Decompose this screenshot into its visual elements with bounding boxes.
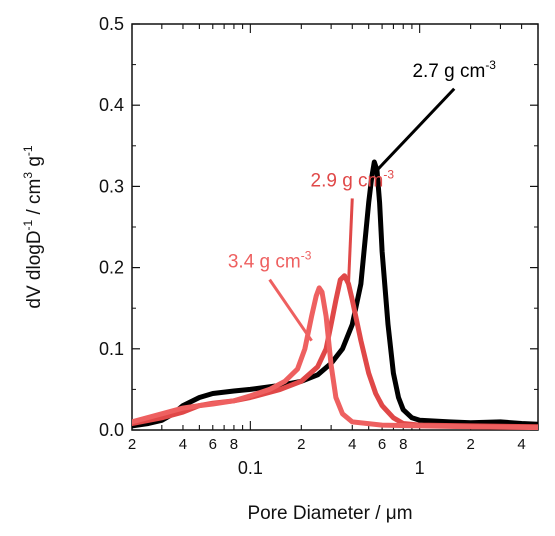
x-minor-tick-label: 8 [399, 436, 407, 453]
plot-frame [131, 23, 539, 431]
x-major-tick-label: 1 [415, 458, 425, 478]
y-tick-label: 0.0 [99, 420, 124, 440]
annotation-leader-2 [268, 278, 313, 342]
x-major-tick-label: 0.1 [238, 458, 263, 478]
series-line-0 [132, 159, 538, 429]
x-minor-tick-label: 2 [466, 436, 474, 453]
annotation-sup: -3 [485, 58, 496, 72]
x-minor-tick-label: 4 [348, 436, 356, 453]
y-tick-label: 0.4 [99, 95, 124, 115]
x-minor-tick-label: 8 [230, 436, 238, 453]
x-axis-title: Pore Diameter / μm [247, 503, 412, 524]
annotation-leader-1 [347, 198, 354, 284]
x-minor-tick-label: 4 [179, 436, 187, 453]
y-tick-label: 0.2 [99, 258, 124, 278]
series-line-2 [132, 285, 538, 430]
annotation-leader-0 [375, 87, 456, 172]
x-minor-tick-label: 6 [209, 436, 217, 453]
y-axis-title: dV dlogD-1 / cm3 g-1 [21, 145, 45, 309]
x-minor-tick-label: 4 [517, 436, 525, 453]
y-tick-label: 0.3 [99, 176, 124, 196]
annotation-text: 2.7 g cm [412, 61, 485, 82]
annotation-label-0: 2.7 g cm-3 [412, 58, 496, 82]
annotation-label-1: 2.9 g cm-3 [311, 167, 395, 191]
annotation-sup: -3 [383, 167, 394, 181]
axis-ticks: 0.00.10.20.30.40.52 4 6 8 2 4 6 8 2 40.1 1 [99, 14, 539, 478]
y-label-part: dV dlogD [24, 230, 45, 308]
y-label-part: / cm [24, 179, 45, 220]
annotation-text: 3.4 g cm [228, 252, 301, 273]
x-minor-tick-label: 6 [378, 436, 386, 453]
x-minor-tick-label: 2 [297, 436, 305, 453]
y-label-sup: -1 [21, 219, 35, 230]
annotation-text: 2.9 g cm [311, 170, 384, 191]
y-label-part: g [24, 156, 45, 172]
series-group [132, 159, 538, 430]
y-label-sup: 3 [21, 172, 35, 179]
y-tick-label: 0.1 [99, 339, 124, 359]
annotations-group: 2.7 g cm-32.9 g cm-33.4 g cm-3 [228, 58, 496, 342]
x-minor-tick-label: 2 [128, 436, 136, 453]
annotation-sup: -3 [301, 249, 312, 263]
annotation-label-2: 3.4 g cm-3 [228, 249, 312, 273]
y-label-sup: -1 [21, 145, 35, 156]
y-tick-label: 0.5 [99, 14, 124, 34]
